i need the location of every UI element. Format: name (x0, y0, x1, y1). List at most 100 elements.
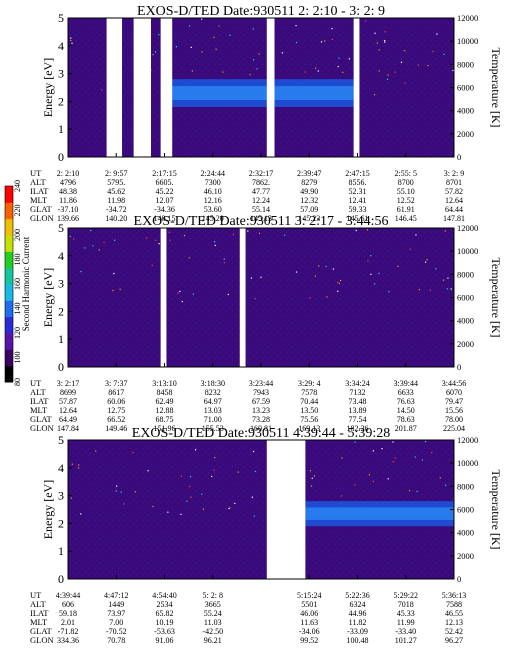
speckle (134, 491, 136, 493)
orbit-value: 2:39:47 (297, 169, 321, 178)
speckle (386, 78, 389, 80)
orbit-value: 3:34:24 (345, 379, 369, 388)
y2-tick-label: 8000 (457, 481, 474, 491)
speckle (103, 241, 105, 244)
data-gap (160, 228, 167, 367)
orbit-value: 45.62 (107, 187, 125, 196)
speckle (249, 73, 251, 76)
orbit-value: 13.50 (300, 406, 318, 415)
orbit-value: 7132 (350, 388, 366, 397)
speckle (189, 476, 192, 478)
orbit-value: 78.63 (397, 415, 415, 424)
speckle (368, 474, 371, 476)
orbit-value: 2534 (157, 600, 173, 609)
speckle (95, 450, 97, 452)
y-axis-label: Energy [eV] (41, 268, 55, 327)
orbit-value: -37.10 (58, 205, 79, 214)
colorbar: 80 100 120 140 160 180 200 220 240 Second Harmoni… (4, 180, 31, 386)
speckle (214, 244, 216, 247)
speckle (188, 485, 191, 488)
orbit-value: 2.01 (61, 618, 75, 627)
orbit-row-label: MLT (30, 195, 48, 205)
speckle (147, 470, 149, 472)
orbit-value: -34.36 (154, 205, 175, 214)
speckle (229, 507, 231, 509)
y2-tick-label: 6000 (457, 293, 474, 303)
orbit-value: 3: 2: 9 (444, 169, 464, 178)
y2-tick-label: 6000 (457, 83, 474, 93)
speckle (258, 53, 260, 55)
speckle (78, 464, 80, 466)
y-tick-label: 2 (58, 516, 64, 530)
orbit-value: 46.10 (204, 187, 222, 196)
spectrogram-field (68, 228, 454, 367)
orbit-value: 6324 (350, 600, 366, 609)
y-tick-label: 5 (58, 433, 64, 447)
y2-tick-label: 12000 (457, 13, 478, 23)
orbit-value: 13.23 (252, 406, 270, 415)
speckle (436, 33, 438, 35)
orbit-value: 44.96 (349, 609, 367, 618)
colorbar-swatch (5, 218, 13, 236)
y2-axis-label: Temperature [K] (489, 469, 503, 549)
orbit-value: 3:39:44 (394, 379, 418, 388)
orbit-value: 46.06 (300, 609, 318, 618)
panel-3: EXOS-D/TED Date:930511 4:39:44 - 5:39:28… (30, 426, 503, 645)
speckle (331, 38, 334, 40)
orbit-value: 52.31 (349, 187, 367, 196)
speckle (320, 41, 323, 43)
y-tick-label: 4 (58, 461, 64, 475)
speckle (237, 471, 239, 473)
orbit-value: 12.64 (445, 196, 463, 205)
orbit-value: 62.49 (156, 397, 174, 406)
speckle (180, 513, 182, 515)
speckle (384, 39, 386, 42)
orbit-value: 73.28 (252, 415, 270, 424)
speckle-layer (69, 229, 452, 303)
y-tick-label: 3 (58, 489, 64, 503)
speckle (427, 65, 429, 67)
orbit-value: 57.09 (300, 205, 318, 214)
orbit-value: 59.18 (59, 609, 77, 618)
orbit-value: 8279 (301, 178, 317, 187)
orbit-row-label: GLON (30, 423, 54, 433)
orbit-value: 55.10 (397, 187, 415, 196)
speckle (180, 475, 182, 477)
orbit-value: 96.21 (204, 636, 222, 645)
orbit-row-label: ALT (30, 177, 47, 187)
y2-tick-label: 12000 (457, 435, 478, 445)
orbit-value: 4:39:44 (56, 591, 80, 600)
orbit-value: 5795. (107, 178, 125, 187)
colorbar-swatch (5, 300, 13, 318)
colorbar-swatch (5, 267, 13, 285)
speckle (309, 297, 311, 299)
orbit-value: 6633 (398, 388, 414, 397)
speckle (145, 237, 148, 239)
speckle (214, 457, 216, 459)
speckle (186, 500, 188, 502)
speckle (443, 53, 445, 55)
speckle (218, 25, 220, 27)
speckle (201, 51, 203, 53)
colorbar-swatch (5, 365, 13, 383)
speckle (213, 36, 215, 38)
speckle (254, 470, 257, 473)
y-tick-label: 3 (58, 277, 64, 291)
speckle (447, 277, 449, 279)
orbit-value: 67.59 (252, 397, 270, 406)
orbit-value: 3: 2:17 (57, 379, 79, 388)
y2-tick-label: 10000 (457, 458, 478, 468)
orbit-value: 73.48 (349, 397, 367, 406)
orbit-value: 3:18:30 (201, 379, 225, 388)
orbit-value: 145.13 (250, 214, 272, 223)
speckle (69, 235, 71, 238)
speckle (213, 469, 215, 471)
orbit-value: 5501 (301, 600, 317, 609)
speckle (341, 457, 343, 459)
colorbar-tick-label: 240 (13, 180, 22, 192)
speckle (415, 234, 417, 236)
speckle (342, 71, 344, 73)
orbit-value: -34.72 (106, 205, 127, 214)
orbit-value: 61.91 (397, 205, 415, 214)
